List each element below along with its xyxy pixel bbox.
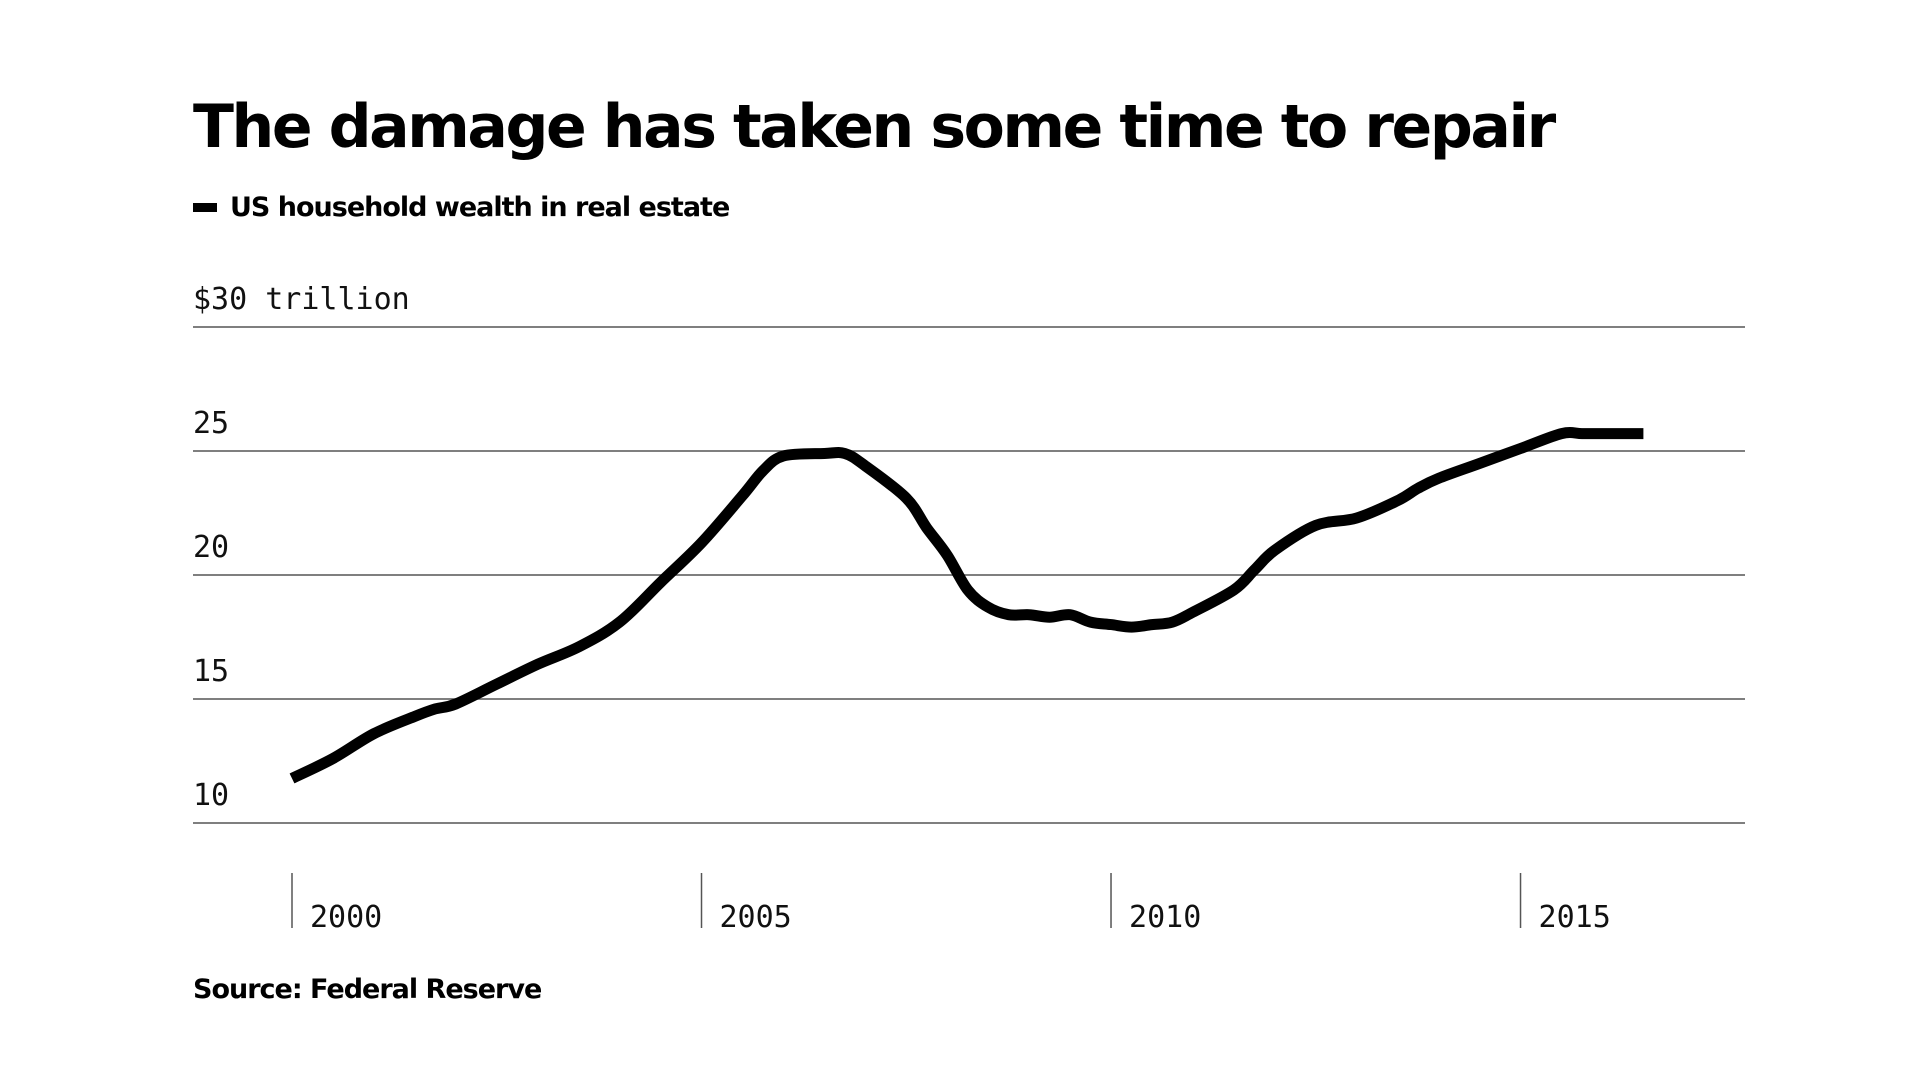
y-tick-label: $30 trillion: [193, 282, 410, 317]
y-tick-label: 10: [193, 778, 229, 813]
x-tick-label: 2005: [720, 900, 792, 935]
legend-label: US household wealth in real estate: [230, 191, 730, 223]
y-tick-label: 15: [193, 654, 229, 689]
y-tick-label: 25: [193, 406, 229, 441]
y-tick-label: 20: [193, 530, 229, 565]
series-layer: [289, 427, 1644, 784]
y-gridlines: [193, 326, 1745, 824]
y-tick-labels: 10 15 20 25 $30 trillion: [193, 282, 410, 813]
legend: US household wealth in real estate: [193, 190, 730, 224]
x-tick-label: 2010: [1129, 900, 1201, 935]
legend-swatch: [193, 202, 217, 212]
x-axis-ticks: 2000 2005 2010 2015: [291, 873, 1611, 935]
chart-title: The damage has taken some time to repair: [193, 92, 1556, 162]
series-line: [289, 427, 1644, 784]
source-note: Source: Federal Reserve: [193, 974, 542, 1005]
x-tick-label: 2000: [310, 900, 382, 935]
x-tick-label: 2015: [1539, 900, 1611, 935]
